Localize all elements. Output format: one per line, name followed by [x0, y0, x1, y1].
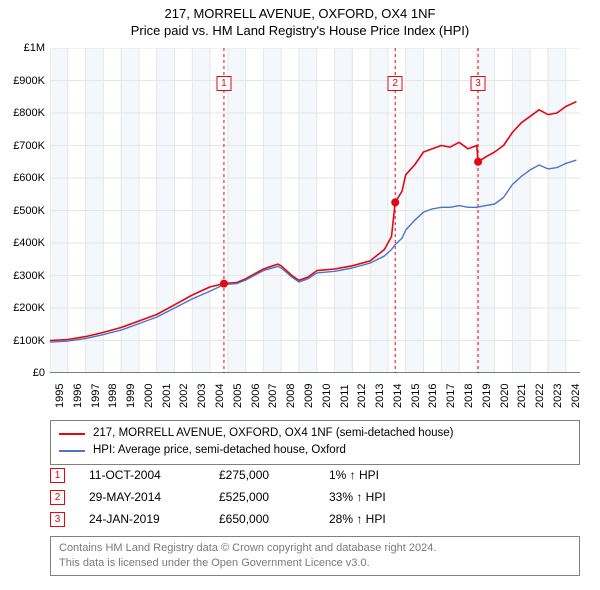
x-axis-tick-label: 2006 — [250, 384, 262, 408]
sale-date: 24-JAN-2019 — [89, 512, 219, 526]
sale-pct: 1% ↑ HPI — [329, 468, 429, 482]
x-axis-tick-label: 2009 — [303, 384, 315, 408]
sale-price: £650,000 — [219, 512, 329, 526]
x-axis-tick-label: 1996 — [72, 384, 84, 408]
y-axis-tick-label: £400K — [0, 237, 45, 249]
legend-swatch — [59, 433, 85, 435]
x-axis-tick-label: 2017 — [445, 384, 457, 408]
sales-table: 1 11-OCT-2004£275,0001% ↑ HPI 2 29-MAY-2014… — [50, 464, 580, 530]
x-axis-tick-label: 2020 — [499, 384, 511, 408]
x-axis-tick-label: 2003 — [196, 384, 208, 408]
sale-price: £525,000 — [219, 490, 329, 504]
x-axis-tick-label: 2021 — [516, 384, 528, 408]
sale-row: 3 24-JAN-2019£650,00028% ↑ HPI — [50, 508, 580, 530]
x-axis-tick-label: 2007 — [267, 384, 279, 408]
legend-label: 217, MORRELL AVENUE, OXFORD, OX4 1NF (se… — [93, 425, 453, 442]
legend: 217, MORRELL AVENUE, OXFORD, OX4 1NF (se… — [50, 420, 580, 465]
sale-pct: 33% ↑ HPI — [329, 490, 429, 504]
x-axis-tick-label: 2015 — [410, 384, 422, 408]
x-axis-tick-label: 2023 — [552, 384, 564, 408]
x-axis-tick-label: 2008 — [285, 384, 297, 408]
y-axis-tick-label: £100K — [0, 335, 45, 347]
sale-marker-badge: 3 — [471, 76, 486, 91]
plot-area: 1 2 3 — [50, 48, 580, 373]
x-axis-tick-label: 2019 — [481, 384, 493, 408]
footer-line: Contains HM Land Registry data © Crown c… — [59, 541, 571, 556]
legend-row: HPI: Average price, semi-detached house,… — [59, 442, 571, 459]
x-axis-tick-label: 2022 — [534, 384, 546, 408]
x-axis-tick-label: 2002 — [178, 384, 190, 408]
sale-badge: 3 — [50, 512, 65, 527]
sale-date: 29-MAY-2014 — [89, 490, 219, 504]
x-axis-tick-label: 2024 — [570, 384, 582, 408]
x-axis-tick-label: 2016 — [427, 384, 439, 408]
chart-title: 217, MORRELL AVENUE, OXFORD, OX4 1NF — [0, 6, 600, 21]
x-axis-tick-label: 2005 — [232, 384, 244, 408]
y-axis-tick-label: £500K — [0, 205, 45, 217]
x-axis-labels: 1995 1996 1997 1998 1999 2000 2001 2002 2003 2004… — [50, 378, 580, 416]
x-axis-tick-label: 2001 — [161, 384, 173, 408]
y-axis-tick-label: £800K — [0, 107, 45, 119]
chart-container: 217, MORRELL AVENUE, OXFORD, OX4 1NF Pri… — [0, 0, 600, 590]
legend-row: 217, MORRELL AVENUE, OXFORD, OX4 1NF (se… — [59, 425, 571, 442]
x-axis-tick-label: 2012 — [356, 384, 368, 408]
x-axis-tick-label: 2014 — [392, 384, 404, 408]
y-axis-tick-label: £300K — [0, 270, 45, 282]
titles: 217, MORRELL AVENUE, OXFORD, OX4 1NF Pri… — [0, 0, 600, 38]
footer-attribution: Contains HM Land Registry data © Crown c… — [50, 536, 580, 576]
y-axis-tick-label: £600K — [0, 172, 45, 184]
sale-badge: 1 — [50, 468, 65, 483]
x-axis-tick-label: 1999 — [125, 384, 137, 408]
x-axis-tick-label: 2013 — [374, 384, 386, 408]
legend-swatch — [59, 450, 85, 452]
chart-subtitle: Price paid vs. HM Land Registry's House … — [0, 23, 600, 38]
sale-row: 2 29-MAY-2014£525,00033% ↑ HPI — [50, 486, 580, 508]
plot-svg — [50, 48, 580, 373]
footer-line: This data is licensed under the Open Gov… — [59, 556, 571, 571]
y-axis-tick-label: £0 — [0, 367, 45, 379]
x-axis-tick-label: 1997 — [90, 384, 102, 408]
x-axis-tick-label: 2018 — [463, 384, 475, 408]
x-axis-tick-label: 2010 — [321, 384, 333, 408]
sale-row: 1 11-OCT-2004£275,0001% ↑ HPI — [50, 464, 580, 486]
sale-price: £275,000 — [219, 468, 329, 482]
sale-marker-badge: 2 — [388, 76, 403, 91]
x-axis-tick-label: 1998 — [107, 384, 119, 408]
sale-date: 11-OCT-2004 — [89, 468, 219, 482]
y-axis-tick-label: £900K — [0, 75, 45, 87]
y-axis-tick-label: £1M — [0, 42, 45, 54]
x-axis-tick-label: 2011 — [339, 384, 351, 408]
x-axis-tick-label: 2000 — [143, 384, 155, 408]
sale-marker-badge: 1 — [216, 76, 231, 91]
legend-label: HPI: Average price, semi-detached house,… — [93, 442, 346, 459]
y-axis-tick-label: £700K — [0, 140, 45, 152]
y-axis-tick-label: £200K — [0, 302, 45, 314]
x-axis-tick-label: 1995 — [54, 384, 66, 408]
x-axis-tick-label: 2004 — [214, 384, 226, 408]
sale-badge: 2 — [50, 490, 65, 505]
sale-pct: 28% ↑ HPI — [329, 512, 429, 526]
